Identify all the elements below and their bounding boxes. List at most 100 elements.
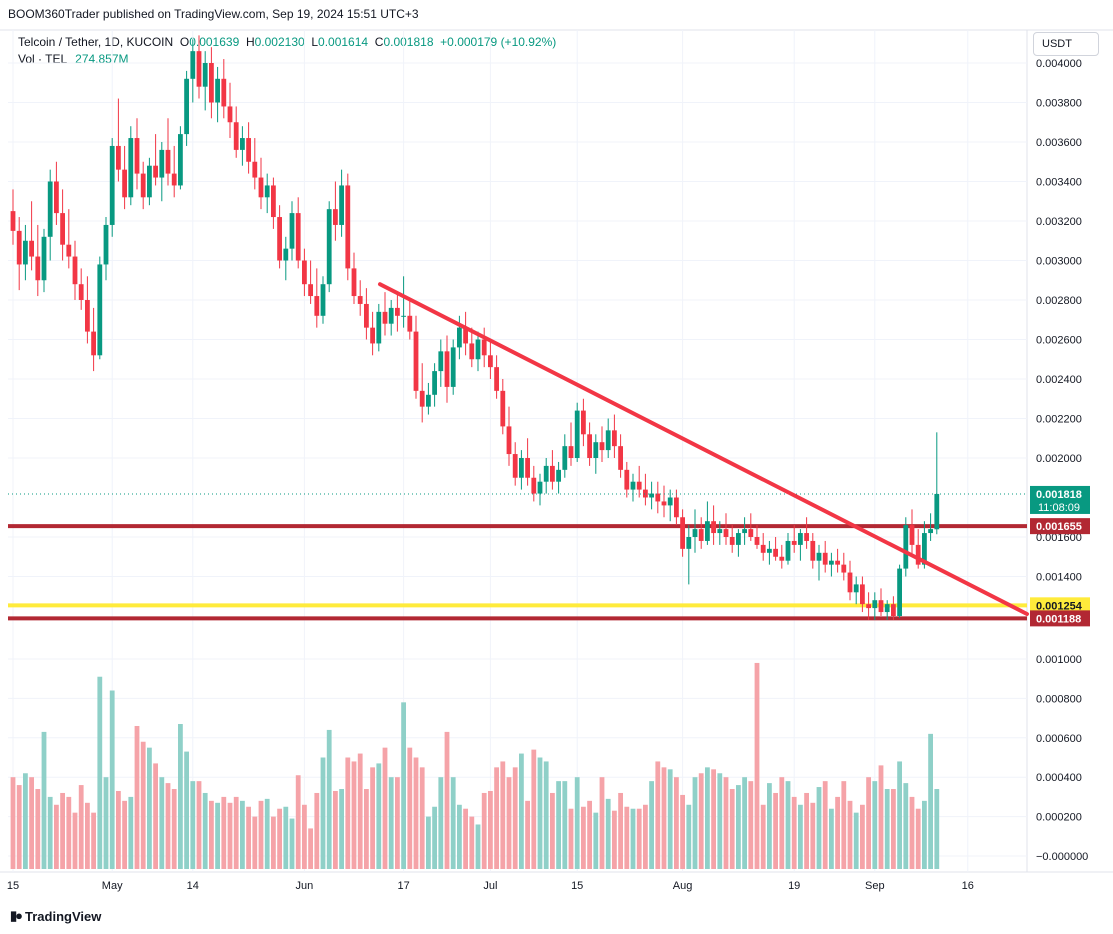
tradingview-logo[interactable]: ▮● TradingView <box>10 908 101 924</box>
volume-bar <box>512 767 518 869</box>
volume-bar <box>140 741 146 869</box>
candle-body <box>258 177 264 198</box>
volume-bar <box>277 808 282 869</box>
candle <box>264 173 270 214</box>
candle-body <box>829 560 834 565</box>
candle-body <box>426 394 431 407</box>
candle <box>438 339 444 387</box>
candle <box>240 126 245 166</box>
candle <box>41 228 47 293</box>
candle <box>891 596 896 620</box>
candle <box>909 509 915 557</box>
candle-body <box>729 537 735 545</box>
candle <box>692 509 698 553</box>
candle-body <box>339 185 344 225</box>
volume-bar <box>407 747 413 869</box>
candle <box>667 489 673 522</box>
candle-body <box>587 434 592 458</box>
candle <box>376 303 382 352</box>
volume-bar <box>165 783 171 869</box>
volume-bar <box>215 802 220 869</box>
candle <box>444 335 450 403</box>
candle <box>798 529 803 561</box>
volume-bar <box>47 796 53 869</box>
volume-bar <box>97 676 103 869</box>
candle-body <box>562 446 568 470</box>
candle-body <box>767 548 772 553</box>
volume-bar <box>264 798 270 869</box>
candle <box>97 256 103 360</box>
candle <box>655 481 661 514</box>
volume-bar <box>674 777 679 869</box>
candle <box>333 181 338 241</box>
candle <box>320 276 326 324</box>
candle-body <box>519 458 524 478</box>
time-tick-label: May <box>102 880 123 892</box>
candle <box>866 592 871 620</box>
candle-body <box>159 149 165 178</box>
candle-body <box>171 173 177 186</box>
candle <box>475 331 481 372</box>
symbol-title[interactable]: Telcoin / Tether, 1D, KUCOIN <box>18 35 174 49</box>
volume-bar <box>10 777 16 869</box>
candle <box>388 300 394 336</box>
candle-body <box>10 211 16 231</box>
candle <box>16 217 22 291</box>
volume-bar <box>587 800 592 869</box>
candle-body <box>574 410 580 458</box>
currency-button[interactable]: USDT <box>1033 32 1099 56</box>
candle <box>649 481 654 510</box>
candle <box>531 465 537 502</box>
candle-body <box>103 224 109 265</box>
candle <box>271 177 276 229</box>
volume-bar <box>147 747 152 869</box>
candle-body <box>60 213 65 245</box>
price-tick-label: 0.003600 <box>1036 137 1082 149</box>
volume-bar <box>841 781 847 869</box>
volume-bar <box>581 806 586 869</box>
volume-bar <box>23 773 28 869</box>
candle-body <box>227 106 233 123</box>
candle-body <box>810 540 816 561</box>
candle-body <box>667 497 673 506</box>
close-label: C <box>374 35 384 49</box>
candle-body <box>370 327 375 344</box>
volume-bar <box>227 802 233 869</box>
publisher-note: BOOM360Trader published on TradingView.c… <box>8 7 419 21</box>
volume-bar <box>91 812 96 869</box>
volume-bar <box>562 781 568 869</box>
candle <box>494 355 499 399</box>
volume-bar <box>853 812 859 869</box>
volume-bar <box>289 818 295 869</box>
volume-bar <box>729 789 735 869</box>
candle <box>35 224 41 297</box>
candle-body <box>872 600 878 609</box>
close-value: 0.001818 <box>383 35 434 49</box>
candle <box>717 521 723 545</box>
volume-bar <box>221 796 227 869</box>
volume-bar <box>791 796 797 869</box>
candle-body <box>779 556 785 561</box>
volume-bar <box>413 757 419 869</box>
candle <box>680 509 685 557</box>
volume-bar <box>909 796 915 869</box>
volume-bar <box>339 789 344 869</box>
candle <box>252 138 258 190</box>
price-badge-bg <box>1030 610 1090 627</box>
price-tick-label: 0.004000 <box>1036 58 1082 70</box>
price-tick-label: 0.002200 <box>1036 414 1082 426</box>
volume-bar <box>847 800 853 869</box>
volume-bar <box>897 761 902 869</box>
candle <box>450 339 456 395</box>
candle-body <box>494 367 499 391</box>
candle <box>835 548 840 573</box>
candle-body <box>277 217 282 261</box>
candle-body <box>754 537 760 545</box>
volume-bar <box>246 806 251 869</box>
candle-body <box>878 600 884 613</box>
ohlc-row: Telcoin / Tether, 1D, KUCOIN O0.001639 H… <box>18 34 556 51</box>
volume-tick-label: 0.000800 <box>1036 693 1082 705</box>
candle <box>643 473 648 506</box>
candle-body <box>438 351 444 372</box>
